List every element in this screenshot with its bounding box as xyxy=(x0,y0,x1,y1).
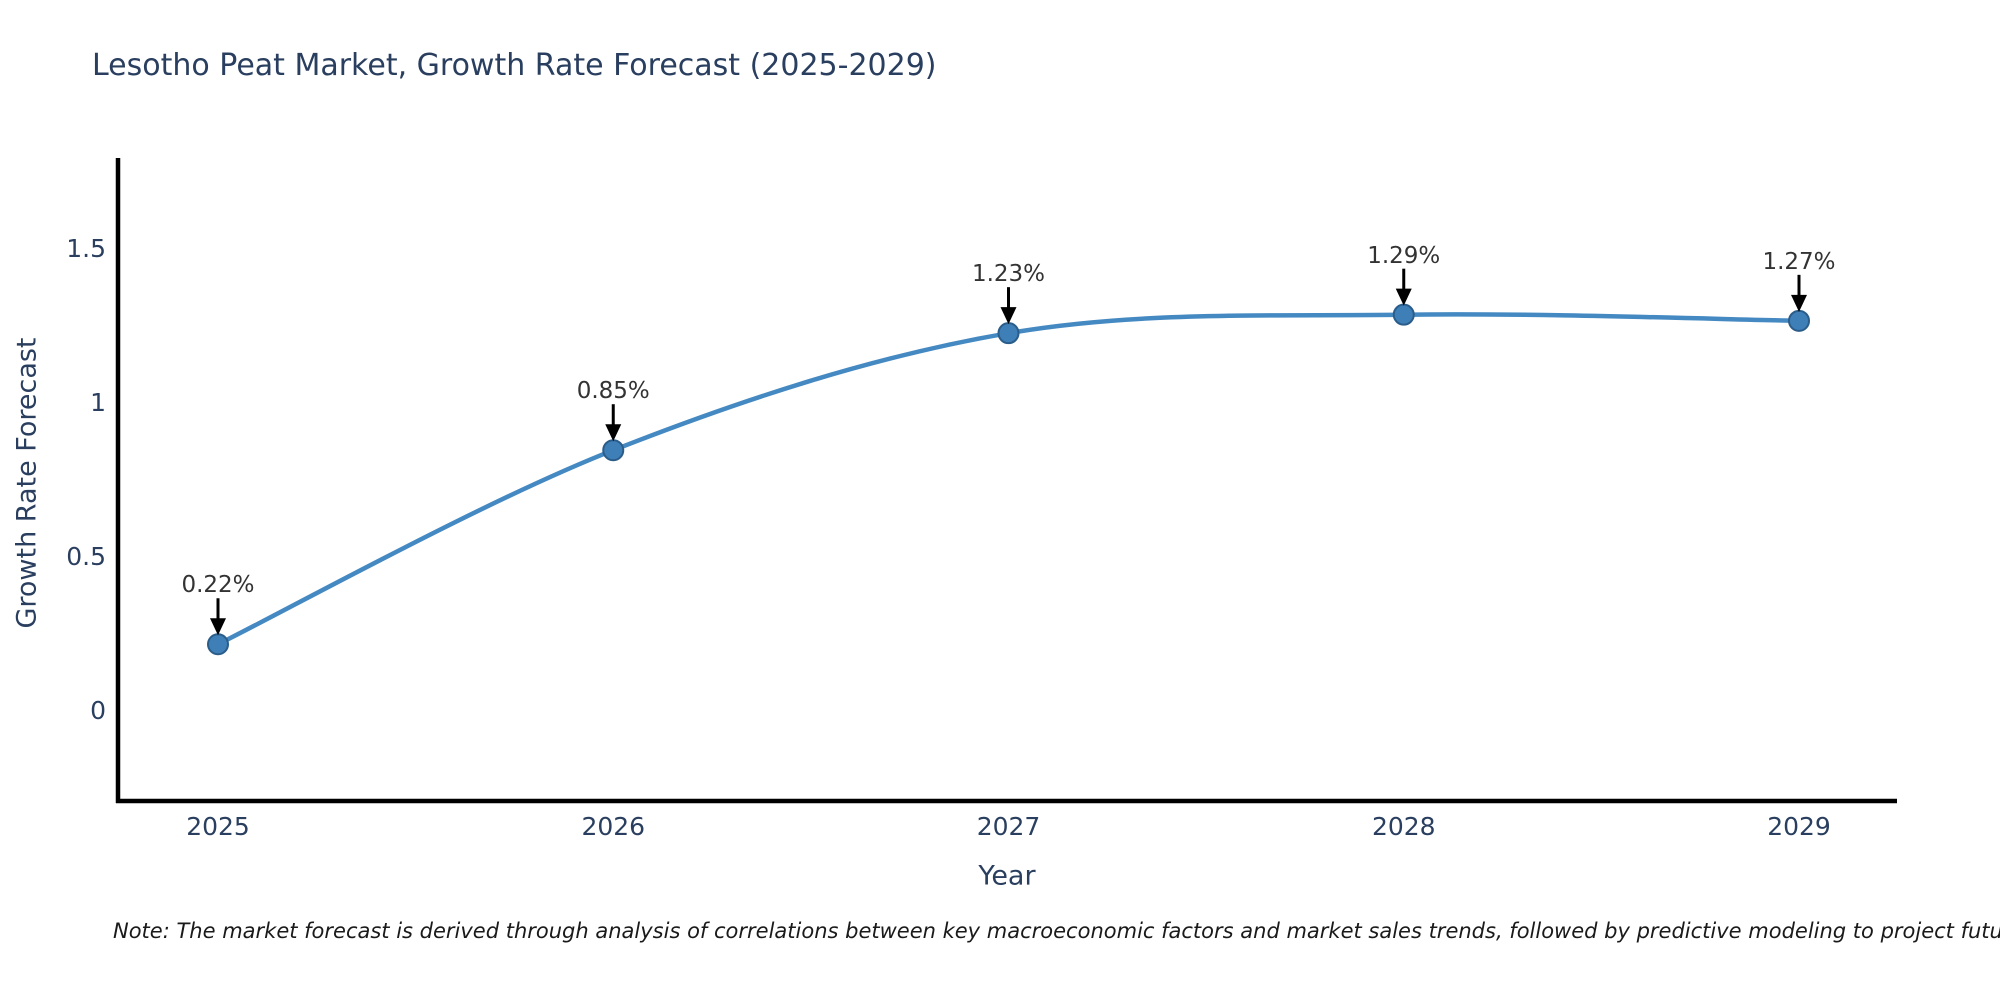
point-value-label: 1.29% xyxy=(1367,242,1441,269)
x-axis-tick-label: 2027 xyxy=(976,812,1041,841)
y-axis-tick-label: 0.5 xyxy=(66,542,106,571)
y-axis-title: Growth Rate Forecast xyxy=(11,337,43,629)
data-point-marker xyxy=(1392,303,1415,326)
x-axis-tick-label: 2025 xyxy=(186,812,250,841)
y-axis-tick-label: 1.5 xyxy=(66,234,106,263)
data-point-marker xyxy=(1788,309,1810,332)
data-point-marker xyxy=(602,439,625,462)
x-axis-tick-label: 2028 xyxy=(1371,812,1436,841)
annotation-arrow-head xyxy=(1000,307,1017,325)
y-axis-tick-label: 0 xyxy=(90,696,106,725)
chart-title: Lesotho Peat Market, Growth Rate Forecas… xyxy=(92,48,937,83)
data-point-marker xyxy=(207,633,229,656)
y-axis-tick-label: 1 xyxy=(90,388,106,417)
x-axis-tick-label: 2029 xyxy=(1767,812,1831,841)
point-value-label: 0.22% xyxy=(181,572,255,599)
point-value-label: 1.27% xyxy=(1762,248,1836,275)
point-value-label: 1.23% xyxy=(971,261,1046,288)
footnote: Note: The market forecast is derived thr… xyxy=(113,919,2000,943)
annotation-arrow-head xyxy=(605,424,622,442)
x-axis-tick-label: 2026 xyxy=(581,812,646,841)
forecast-line xyxy=(215,312,1802,647)
annotation-arrow-head xyxy=(1791,294,1807,312)
data-point-marker xyxy=(997,322,1020,345)
annotation-arrow-head xyxy=(1395,288,1412,306)
annotation-arrow-head xyxy=(210,618,226,636)
point-value-label: 0.85% xyxy=(576,378,650,405)
x-axis-title: Year xyxy=(978,860,1036,892)
